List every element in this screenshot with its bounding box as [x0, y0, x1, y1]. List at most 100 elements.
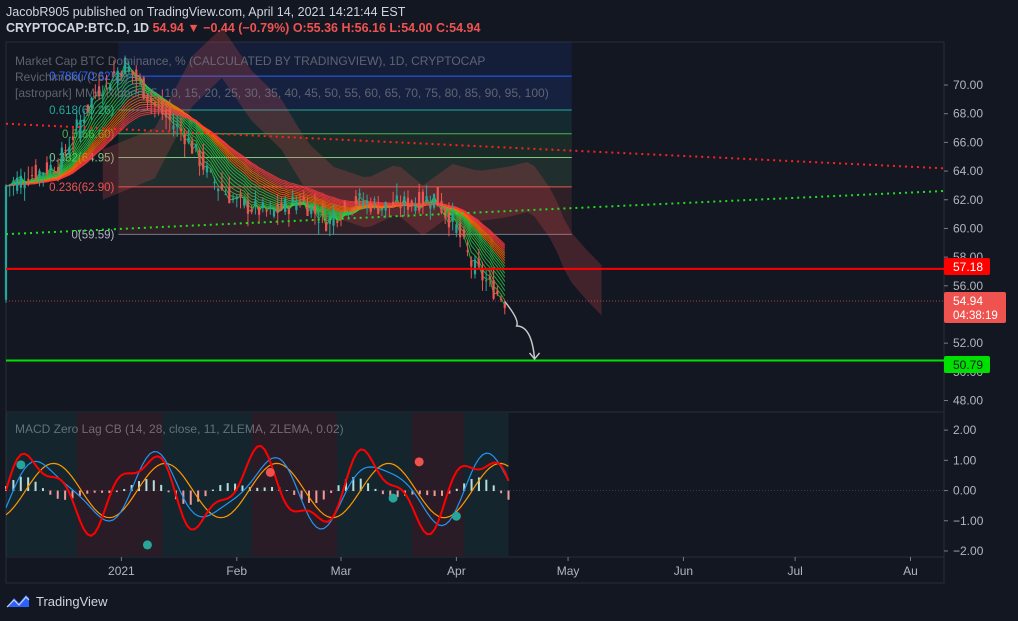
macd-histogram-bar — [49, 490, 52, 495]
candle-body — [287, 209, 291, 215]
candle-body — [291, 197, 294, 203]
candle-body — [380, 208, 384, 211]
candle-body — [94, 91, 97, 94]
macd-histogram-bar — [86, 490, 89, 494]
tradingview-logo-icon — [6, 595, 30, 608]
macd-slow-line — [5, 462, 509, 519]
candle-body — [150, 98, 153, 103]
candle-body — [86, 104, 90, 112]
candle-body — [395, 195, 398, 200]
current-price-text: 54.94 — [953, 294, 983, 308]
candle-body — [302, 196, 305, 202]
candle-body — [414, 204, 417, 211]
ribbon-line — [6, 112, 506, 245]
chart-header: JacobR905 published on TradingView.com, … — [6, 4, 480, 36]
legend-macd[interactable]: MACD Zero Lag CB (14, 28, close, 11, ZLE… — [15, 422, 344, 436]
time-axis[interactable]: 2021 Feb Mar Apr May Jun Jul Au — [108, 557, 918, 578]
candle-body — [83, 119, 86, 124]
candle-body — [377, 205, 380, 214]
candle-body — [101, 94, 104, 96]
candle-body — [60, 147, 63, 168]
candle-body — [198, 150, 201, 167]
candle-body — [16, 177, 19, 191]
legend-ichimoku[interactable]: Revichimoku (26, 52) — [15, 70, 128, 84]
candle-body — [97, 86, 101, 97]
candle-body — [38, 170, 41, 177]
candle-body — [298, 201, 302, 205]
candle-body — [120, 73, 123, 76]
fib-zone — [118, 157, 572, 187]
candle-body — [317, 221, 320, 223]
publish-info: JacobR905 published on TradingView.com, … — [6, 5, 406, 19]
macd-axis[interactable]: 2.00 1.00 0.00 −1.00 −2.00 — [944, 423, 984, 558]
candle-body — [138, 76, 142, 81]
price-tick-label: 62.00 — [953, 193, 983, 207]
price-tick-label: 68.00 — [953, 107, 983, 121]
candle-body — [351, 208, 354, 211]
macd-histogram-bar — [263, 487, 266, 492]
macd-histogram-bar — [367, 483, 370, 492]
candle-body — [228, 187, 231, 204]
macd-cross-dot — [265, 467, 275, 477]
candle-body — [485, 280, 488, 282]
macd-indicator — [5, 413, 944, 556]
candle-body — [332, 213, 335, 226]
candle-body — [75, 119, 78, 128]
macd-histogram-bar — [374, 488, 377, 492]
macd-histogram-bar — [448, 490, 451, 494]
macd-histogram-bar — [204, 490, 207, 497]
macd-histogram-bar — [160, 484, 163, 492]
tradingview-wordmark: TradingView — [36, 593, 108, 609]
legend-mma-ribbon[interactable]: [astropark] MMA Ribbon (5, 10, 15, 20, 2… — [15, 86, 549, 100]
candle-body — [418, 192, 421, 211]
legend-main-series[interactable]: Market Cap BTC Dominance, % (CALCULATED … — [15, 54, 485, 68]
candle-body — [499, 298, 503, 301]
price-change: ▼ −0.44 (−0.79%) — [187, 21, 290, 35]
fib-zone — [118, 133, 572, 158]
candle-body — [391, 201, 395, 207]
candle-body — [79, 119, 82, 138]
macd-histogram-bar — [241, 485, 244, 492]
fib-zone — [118, 109, 572, 134]
candle-body — [194, 144, 197, 148]
time-tick-label: Mar — [331, 564, 352, 578]
macd-histogram-bar — [418, 490, 421, 495]
candle-body — [116, 70, 119, 84]
candle-body — [213, 182, 216, 184]
candle-body — [243, 199, 246, 206]
candle-body — [4, 185, 8, 300]
macd-histogram-bar — [189, 490, 192, 505]
mma-ribbon — [5, 61, 506, 306]
drawn-levels[interactable] — [5, 122, 945, 362]
candle-body — [135, 69, 138, 81]
macd-tick-label: 1.00 — [953, 453, 977, 467]
macd-cross-dot — [414, 457, 424, 467]
candle-body — [403, 196, 406, 206]
candle-body — [34, 164, 37, 180]
macd-histogram-bar — [226, 483, 229, 492]
candle-body — [388, 205, 391, 207]
symbol-name[interactable]: CRYPTOCAP:BTC.D, 1D — [6, 21, 150, 35]
candle-body — [246, 200, 250, 214]
macd-bg-band — [337, 413, 412, 556]
candle-body — [321, 210, 324, 212]
macd-histogram-bar — [337, 485, 340, 492]
tradingview-branding[interactable]: TradingView — [6, 593, 108, 609]
macd-histogram-bar — [492, 485, 495, 492]
macd-tick-label: −2.00 — [953, 544, 984, 558]
macd-tick-label: 2.00 — [953, 423, 977, 437]
candle-body — [49, 164, 52, 171]
fib-level-label: 0.236(62.90) — [49, 182, 114, 194]
projection-arrow[interactable] — [504, 301, 541, 361]
macd-histogram-bar — [152, 480, 155, 492]
candle-body — [168, 107, 171, 120]
candle-body — [336, 220, 339, 223]
candle-body — [53, 172, 56, 174]
time-tick-label: Jul — [787, 564, 802, 578]
macd-histogram-bar — [145, 479, 148, 492]
candle-body — [466, 250, 469, 252]
candle-body — [455, 224, 458, 233]
macd-histogram-bar — [352, 477, 355, 492]
candle-body — [45, 162, 49, 174]
